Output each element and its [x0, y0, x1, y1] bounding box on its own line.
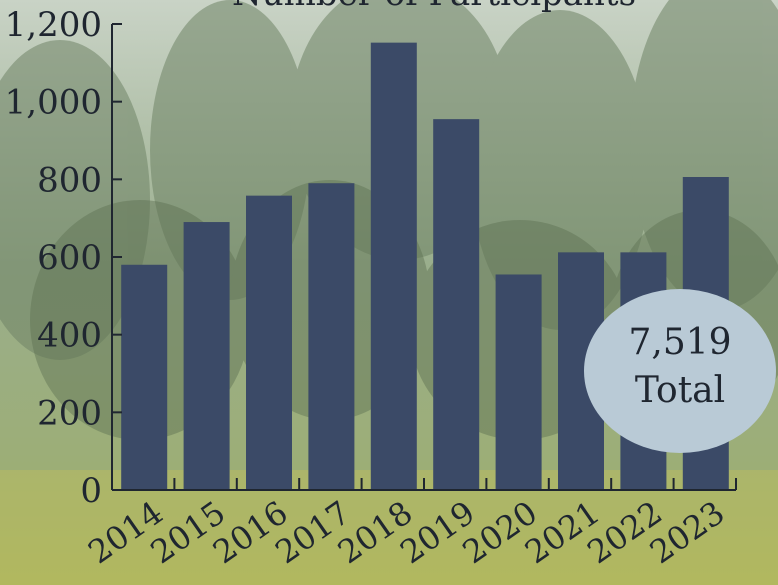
bar-2014	[121, 264, 168, 490]
total-label: Total	[635, 370, 725, 411]
y-tick-label: 1,200	[5, 5, 102, 45]
chart-title: Number of Participants	[232, 0, 636, 14]
bar-2020	[495, 274, 542, 490]
y-tick-label: 400	[37, 316, 102, 356]
bar-2018	[370, 42, 417, 490]
y-tick-label: 800	[37, 160, 102, 200]
total-callout: 7,519 Total	[584, 289, 776, 453]
y-tick-label: 0	[80, 471, 102, 511]
bar-2015	[183, 222, 230, 491]
total-ellipse	[584, 289, 776, 453]
bar-2019	[433, 119, 480, 491]
x-tick-label: 2023	[643, 493, 732, 571]
bar-2016	[246, 195, 292, 491]
y-tick-label: 1,000	[5, 83, 102, 123]
total-value: 7,519	[628, 322, 731, 363]
y-tick-label: 600	[37, 238, 102, 278]
y-tick-label: 200	[37, 393, 102, 433]
bar-2017	[308, 183, 355, 490]
